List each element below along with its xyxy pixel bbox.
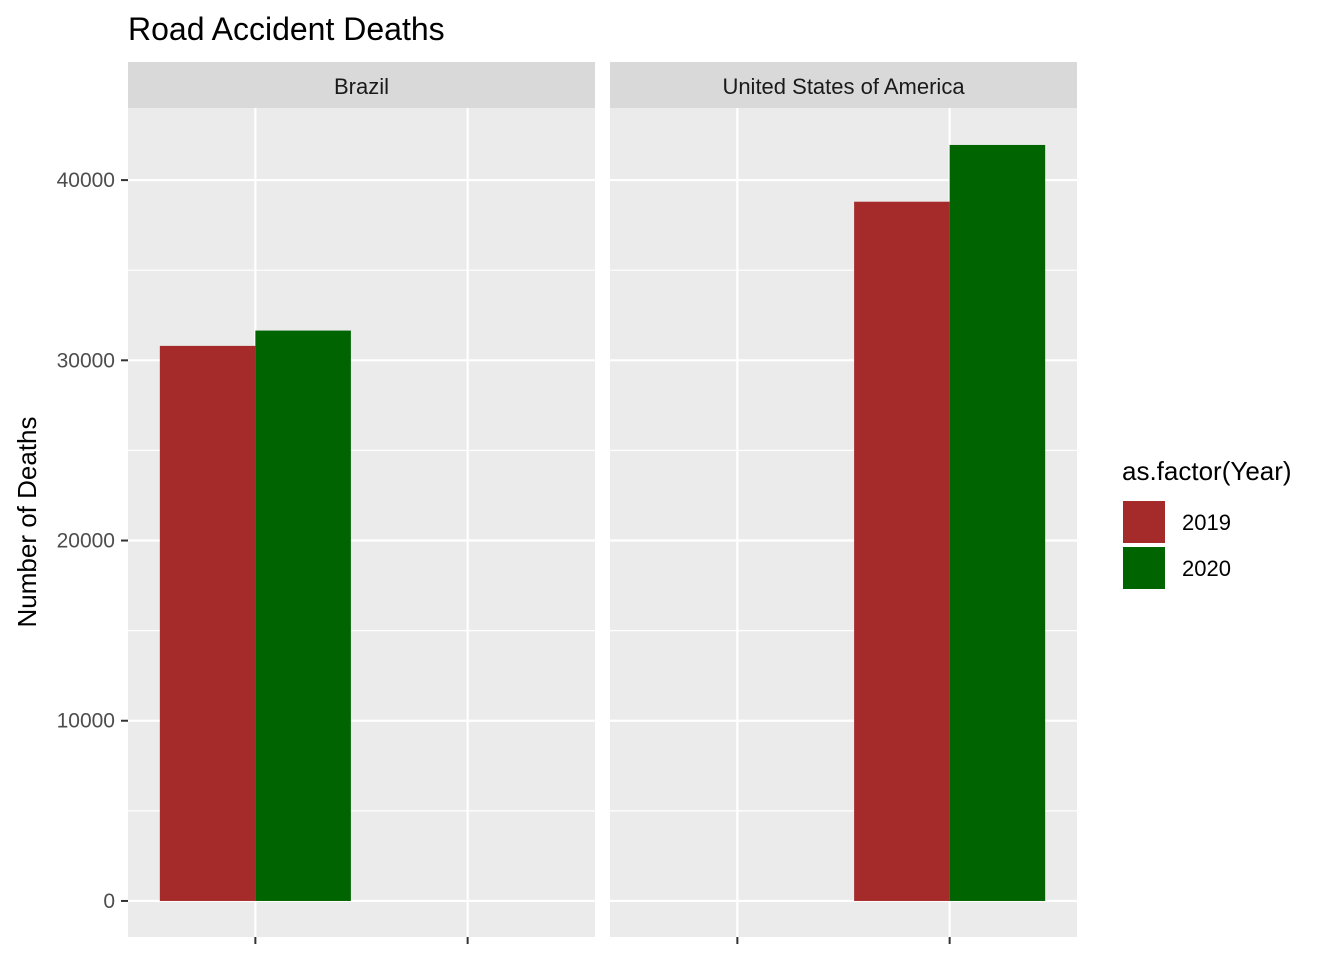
chart-title: Road Accident Deaths bbox=[128, 11, 445, 47]
y-axis-title: Number of Deaths bbox=[12, 417, 42, 628]
legend-title: as.factor(Year) bbox=[1122, 456, 1292, 486]
y-tick-label: 30000 bbox=[57, 349, 115, 372]
facet-strip bbox=[610, 62, 1077, 108]
y-axis: 0 10000 20000 30000 40000 bbox=[57, 169, 128, 913]
facet-strip bbox=[128, 62, 595, 108]
y-tick-label: 10000 bbox=[57, 710, 115, 733]
facet-panels: Brazil United States of America bbox=[128, 62, 1077, 944]
facet-united-states-of-america: United States of America bbox=[610, 62, 1077, 944]
y-tick-label: 40000 bbox=[57, 169, 115, 192]
bar-2019 bbox=[854, 201, 950, 901]
bar-2019 bbox=[159, 345, 256, 901]
facet-strip-label: Brazil bbox=[334, 74, 389, 99]
legend-key-2020 bbox=[1121, 545, 1167, 591]
legend-key-2019 bbox=[1121, 499, 1167, 545]
legend: as.factor(Year) 2019 2020 bbox=[1121, 456, 1292, 591]
legend-label: 2020 bbox=[1182, 556, 1231, 581]
legend-label: 2019 bbox=[1182, 510, 1231, 535]
facet-strip-label: United States of America bbox=[722, 74, 965, 99]
bar-2020 bbox=[949, 144, 1046, 901]
bar-2020 bbox=[255, 330, 351, 901]
facet-brazil: Brazil bbox=[128, 62, 595, 944]
y-tick-label: 20000 bbox=[57, 530, 115, 553]
y-tick-label: 0 bbox=[103, 890, 115, 913]
